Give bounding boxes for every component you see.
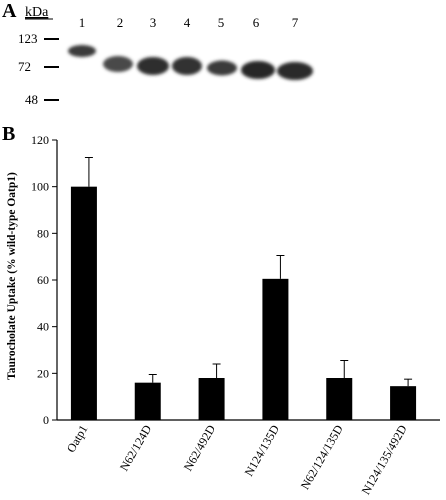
lane-number-6: 6 (253, 15, 260, 30)
bars (70, 186, 417, 420)
x-tick-label-1: Oatp1 (64, 423, 91, 455)
y-axis: 0 20 40 60 80 100 120 (31, 133, 58, 427)
lane-number-3: 3 (150, 15, 157, 30)
y-tick-label: 120 (31, 133, 49, 147)
y-tick-label: 40 (37, 320, 49, 334)
marker-label-48: 48 (25, 92, 38, 107)
bar-4 (262, 278, 289, 420)
error-bars (84, 157, 413, 387)
lane-number-1: 1 (79, 15, 86, 30)
y-tick-label: 60 (37, 273, 49, 287)
blot-bands (68, 45, 313, 80)
blot-band-lane-7 (277, 62, 313, 80)
bar-chart: Taurocholate Uptake (% wild-type Oatp1) … (6, 133, 440, 497)
y-tick-label: 100 (31, 180, 49, 194)
bar-2 (134, 382, 161, 420)
kda-unit-label: kDa (25, 5, 49, 20)
x-tick-label-6: N124/135/492D (359, 422, 410, 497)
x-tick-label-5: N62/124/135D (298, 422, 346, 492)
blot-band-lane-5 (207, 60, 237, 76)
x-tick-label-2: N62/124D (117, 422, 155, 473)
bar-1 (70, 186, 97, 420)
x-tick-label-4: N124/135D (242, 422, 283, 478)
blot-band-lane-2 (103, 56, 133, 72)
y-tick-label: 80 (37, 226, 49, 240)
bar-6 (390, 386, 417, 420)
blot-band-lane-3 (137, 57, 169, 75)
bar-3 (198, 378, 225, 420)
x-tick-labels: Oatp1 N62/124D N62/492D N124/135D N62/124/13… (64, 422, 410, 497)
marker-label-123: 123 (18, 31, 38, 46)
blot-band-lane-1 (68, 45, 96, 57)
panel-a: A kDa 123 72 48 1 2 3 4 5 6 7 (2, 0, 313, 107)
bar-5 (326, 378, 353, 420)
panel-a-letter: A (2, 0, 17, 22)
blot-band-lane-6 (241, 61, 275, 79)
lane-number-2: 2 (117, 15, 124, 30)
y-tick-label: 0 (43, 413, 49, 427)
blot-band-lane-4 (172, 57, 202, 75)
marker-label-72: 72 (18, 59, 31, 74)
x-tick-label-3: N62/492D (181, 422, 219, 473)
y-tick-label: 20 (37, 366, 49, 380)
panel-b: B Taurocholate Uptake (% wild-type Oatp1… (2, 123, 440, 497)
panel-b-letter: B (2, 123, 15, 145)
lane-number-5: 5 (218, 15, 225, 30)
y-axis-title: Taurocholate Uptake (% wild-type Oatp1) (6, 172, 18, 380)
lane-number-7: 7 (292, 15, 299, 30)
lane-number-4: 4 (184, 15, 191, 30)
